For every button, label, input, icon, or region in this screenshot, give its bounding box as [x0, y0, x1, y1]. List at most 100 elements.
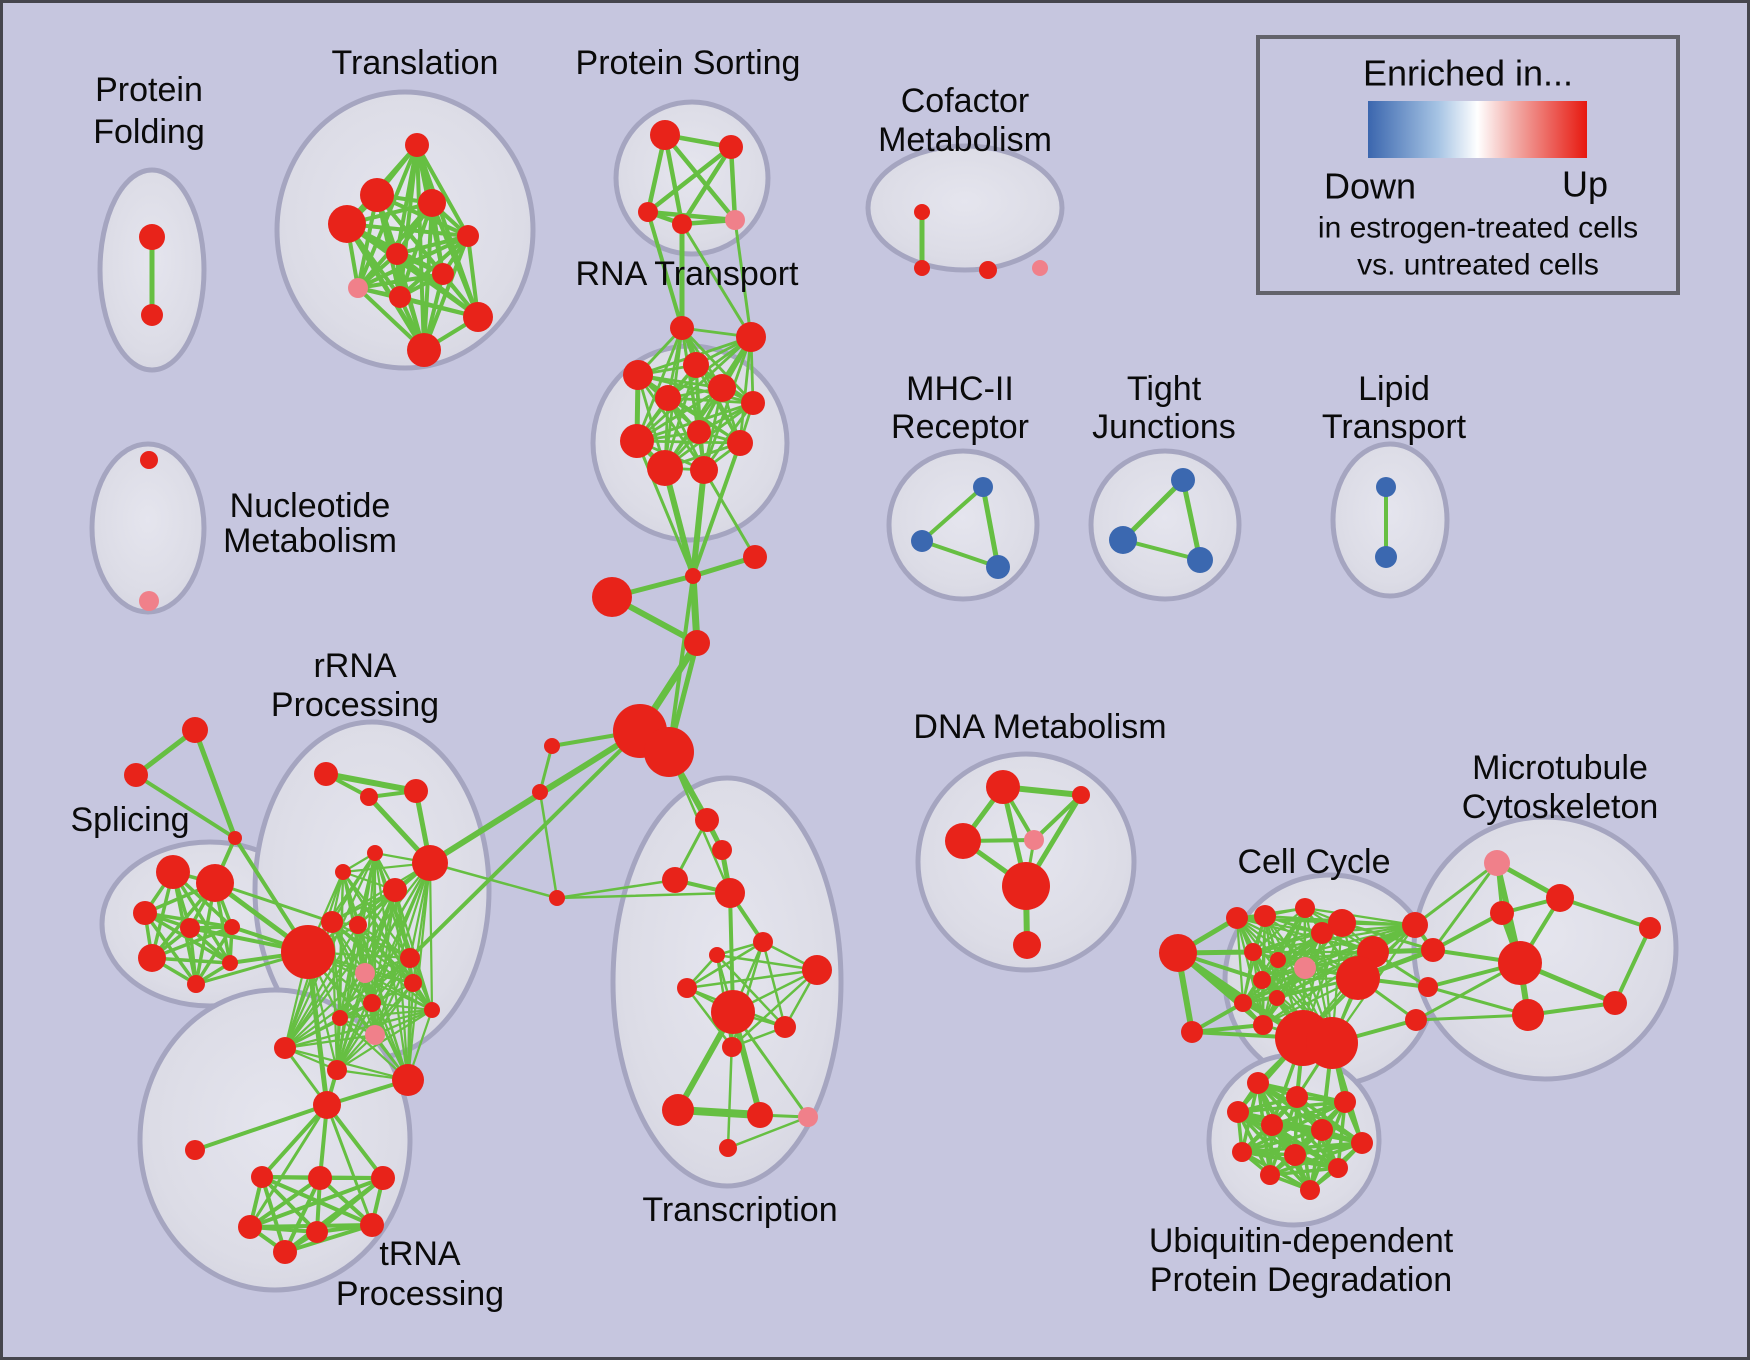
- cluster-label-lipid-transport: Lipid: [1358, 370, 1430, 408]
- enrichment-edge: [143, 911, 198, 986]
- cluster-tight-junctions: [1088, 448, 1242, 602]
- gene-set-node-cc15: [1253, 1015, 1273, 1035]
- gene-set-node-tn8: [360, 1213, 384, 1237]
- gene-set-node-cm3: [979, 261, 997, 279]
- gene-set-node-rt10: [727, 430, 753, 456]
- enrichment-edge: [283, 923, 360, 1050]
- gene-set-node-tc8: [802, 955, 832, 985]
- gene-set-node-mh3: [986, 555, 1010, 579]
- gene-set-node-ps4: [672, 214, 692, 234]
- gene-set-node-mc1: [1484, 850, 1510, 876]
- enrichment-edge: [738, 335, 753, 445]
- enrichment-edge: [666, 335, 753, 400]
- gene-set-node-rr1: [314, 762, 338, 786]
- enrichment-edge: [1268, 1141, 1364, 1177]
- gene-set-node-rr11: [400, 948, 420, 968]
- enrichment-edge: [662, 132, 685, 227]
- gene-set-node-cc14: [1269, 990, 1285, 1006]
- gene-set-node-cc4: [1254, 905, 1276, 927]
- gene-set-node-cc9: [1244, 943, 1262, 961]
- enrichment-edge: [685, 986, 734, 1049]
- enrichment-edge: [335, 1008, 434, 1072]
- gene-set-node-rt7: [741, 391, 765, 415]
- enrichment-edge: [393, 888, 410, 1082]
- gene-set-node-mc5: [1512, 999, 1544, 1031]
- enrichment-edge: [1251, 906, 1307, 954]
- enrichment-edge: [662, 465, 696, 579]
- gene-set-node-dm3: [1072, 786, 1090, 804]
- gene-set-node-tc12: [662, 1094, 694, 1126]
- cluster-label-trna-processing: Processing: [336, 1275, 504, 1313]
- gene-set-node-t2: [360, 178, 394, 212]
- gene-set-node-ps5: [725, 210, 745, 230]
- gene-set-node-mc6: [1603, 991, 1627, 1015]
- gene-set-node-lt1: [1376, 477, 1396, 497]
- gene-set-node-tc5: [753, 932, 773, 952]
- gene-set-node-rr2: [360, 788, 378, 806]
- enrichment-edge: [415, 143, 470, 238]
- enrichment-edge: [666, 396, 755, 405]
- cluster-label-tight-junctions: Junctions: [1092, 408, 1236, 446]
- enrichment-edge: [335, 923, 360, 1072]
- legend: Enriched in... Down Up in estrogen-treat…: [1256, 35, 1680, 295]
- gene-set-node-t1: [405, 133, 429, 157]
- gene-set-node-tj2: [1109, 526, 1137, 554]
- enrichment-edge: [1426, 985, 1530, 1017]
- gene-set-node-t4: [328, 205, 366, 243]
- gene-set-node-rr19: [365, 1025, 385, 1045]
- gene-set-node-tn7: [306, 1221, 328, 1243]
- gene-set-node-sp8: [222, 955, 238, 971]
- gene-set-node-ub1: [1247, 1072, 1269, 1094]
- gene-set-node-cn1: [1421, 938, 1445, 962]
- gene-set-node-ub9: [1284, 1144, 1306, 1166]
- cluster-label-cell-cycle: Cell Cycle: [1237, 843, 1390, 881]
- cluster-nucleotide-metabolism: [89, 441, 207, 615]
- gene-set-node-mc4: [1498, 941, 1542, 985]
- enrichment-edge: [690, 467, 707, 579]
- enrichment-edge: [1120, 477, 1186, 543]
- enrichment-edge: [1414, 1013, 1530, 1022]
- gene-set-node-x2: [124, 763, 148, 787]
- enrichment-edge: [1613, 926, 1652, 1005]
- cluster-label-rrna-processing: rRNA: [313, 647, 396, 685]
- enrichment-edge: [920, 485, 985, 543]
- gene-set-node-tc9: [711, 990, 755, 1034]
- enrichment-edge: [1236, 1100, 1347, 1114]
- enrichment-edge: [715, 953, 787, 1029]
- cluster-label-cofactor-metabolism: Metabolism: [878, 121, 1052, 159]
- cluster-label-lipid-transport: Transport: [1322, 408, 1467, 446]
- label-layer: Protein Folding Translation Protein Sorting…: [70, 44, 1658, 1313]
- gene-set-node-rt8: [620, 424, 654, 458]
- enrichment-edge: [283, 956, 412, 1050]
- enrichment-edge: [330, 861, 432, 924]
- cluster-label-protein-folding: Folding: [93, 113, 205, 151]
- gene-set-node-ps2: [719, 135, 743, 159]
- enrichment-edge: [335, 971, 367, 1072]
- gene-set-node-cn2: [1418, 977, 1438, 997]
- enrichment-edge: [1251, 923, 1417, 954]
- gene-set-node-rrh: [281, 925, 335, 979]
- enrichment-edge: [338, 1008, 434, 1020]
- enrichment-edge: [636, 373, 706, 472]
- gene-set-node-rt3: [683, 352, 709, 378]
- enrichment-edge: [646, 210, 684, 330]
- gene-set-node-tn5: [371, 1166, 395, 1190]
- gene-set-node-br1: [544, 738, 560, 754]
- enrichment-edge: [192, 727, 238, 841]
- gene-set-node-cc18: [1306, 1017, 1358, 1069]
- gene-set-node-tc3: [662, 867, 688, 893]
- gene-set-node-sp3: [133, 901, 157, 925]
- gene-set-node-ps1: [650, 120, 680, 150]
- enrichment-edge: [1413, 861, 1499, 927]
- enrichment-edge: [325, 1103, 385, 1180]
- enrichment-edge: [248, 1103, 329, 1229]
- gene-set-node-ub6: [1311, 1119, 1333, 1141]
- gene-set-node-tc7: [677, 978, 697, 998]
- gene-set-node-ub10: [1328, 1158, 1348, 1178]
- gene-set-node-tc4: [715, 878, 745, 908]
- cluster-label-splicing: Splicing: [70, 801, 189, 839]
- gene-set-node-rr3: [404, 779, 428, 803]
- gene-set-node-pf2: [141, 304, 163, 326]
- gene-set-node-cc13: [1234, 994, 1252, 1012]
